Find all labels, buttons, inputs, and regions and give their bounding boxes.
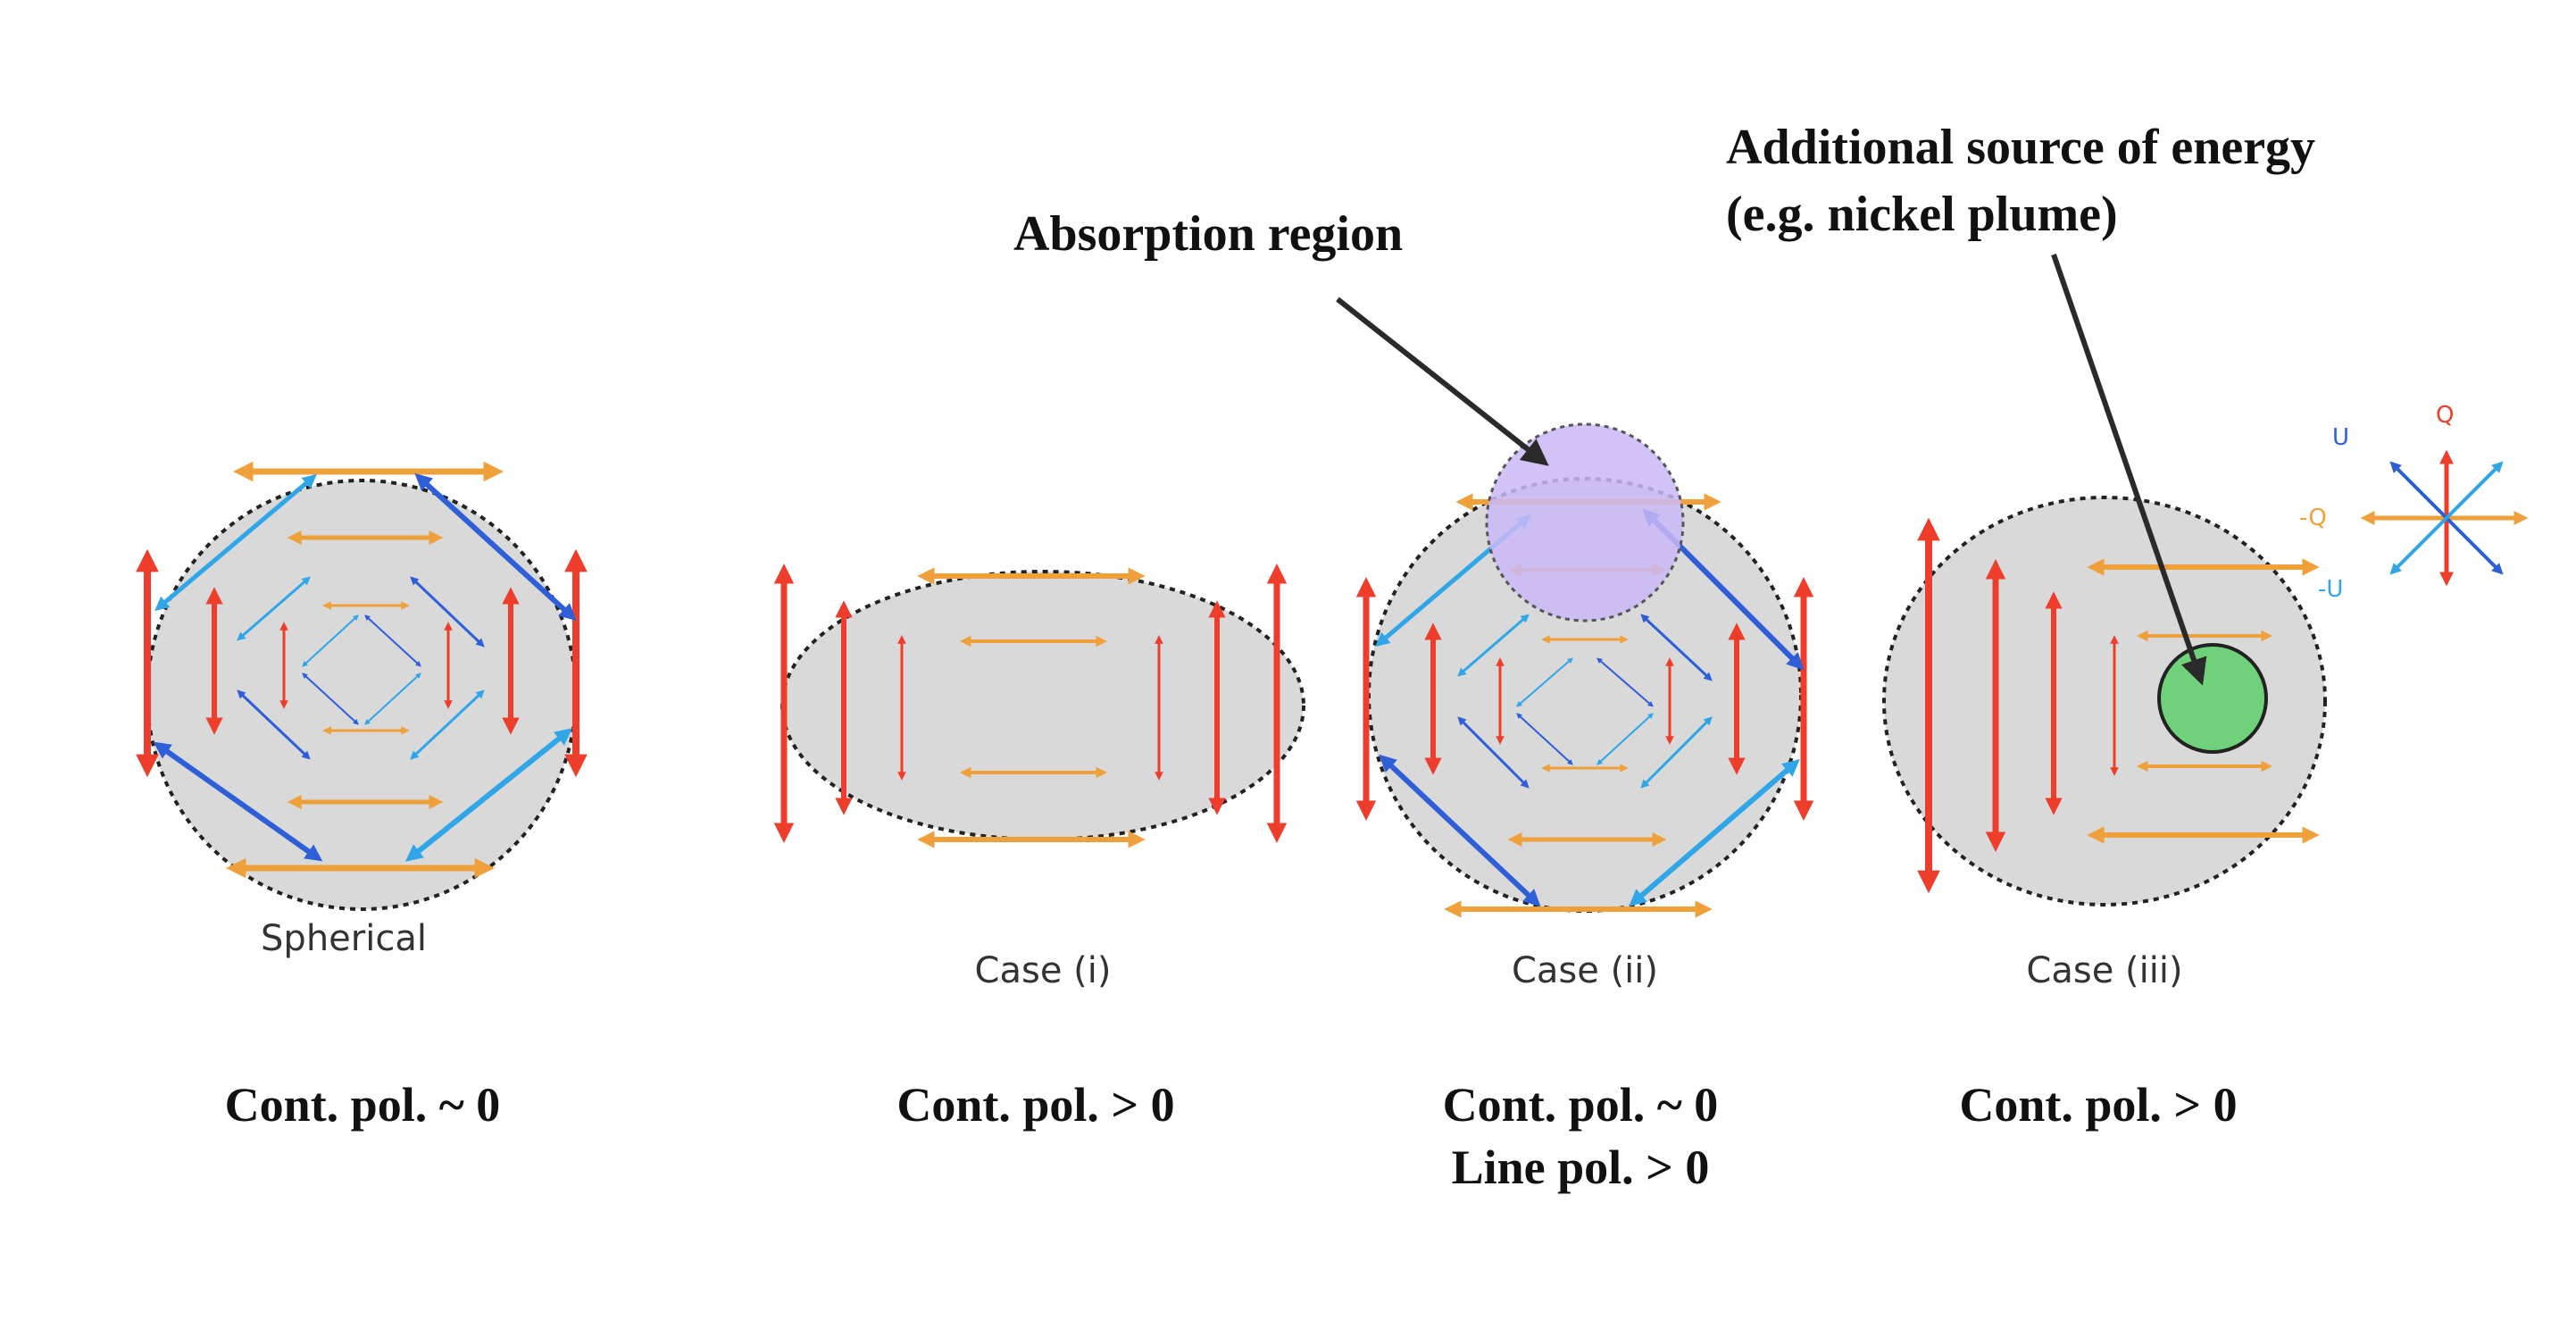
polarization-vector (1379, 754, 1541, 907)
polarization-vector (1640, 614, 1713, 681)
result-case-i: Cont. pol. > 0 (896, 1078, 1174, 1132)
nickel-plume (2157, 643, 2268, 754)
result-case-ii-line: Line pol. > 0 (1452, 1140, 1710, 1194)
result-case-iii: Cont. pol. > 0 (1959, 1078, 2237, 1132)
caption-case-i: Case (i) (975, 950, 1112, 991)
polarization-vector (1629, 758, 1800, 907)
polarization-arrows (136, 461, 2320, 918)
polarization-vector (410, 689, 485, 760)
result-spherical: Cont. pol. ~ 0 (225, 1078, 501, 1132)
legend-q-plus: Q (2436, 402, 2454, 429)
polarization-vector (1457, 614, 1530, 677)
polarization-vector (237, 689, 311, 760)
energy-label-line1: Additional source of energy (1726, 120, 2315, 175)
polarization-vector (1516, 713, 1573, 765)
polarization-vector (1596, 657, 1654, 707)
absorption-region (1485, 422, 1685, 622)
legend-q-minus: -Q (2299, 505, 2327, 531)
stokes-legend: Q -Q U -U (2299, 402, 2529, 603)
polarization-vector (1640, 716, 1713, 789)
absorption-pointer-arrow (1336, 297, 1549, 466)
polarization-vector (1596, 713, 1654, 765)
polarization-vector (1516, 657, 1573, 707)
caption-case-ii: Case (ii) (1512, 950, 1658, 991)
polarization-vector (364, 673, 421, 725)
polarization-vector (154, 473, 317, 612)
polarization-vector (410, 576, 485, 647)
legend-u-minus: -U (2318, 576, 2343, 603)
polarization-vector (414, 472, 577, 622)
polarization-vector (1457, 716, 1530, 789)
absorption-label: Absorption region (1013, 206, 1403, 262)
result-case-ii-cont: Cont. pol. ~ 0 (1443, 1078, 1719, 1132)
case-i-ejecta (780, 570, 1305, 841)
energy-pointer-arrow (2051, 254, 2207, 686)
caption-spherical: Spherical (261, 918, 427, 959)
polarization-vector (237, 576, 311, 641)
caption-case-iii: Case (iii) (2026, 950, 2182, 991)
energy-label-line2: (e.g. nickel plume) (1726, 187, 2118, 242)
polarization-vector (302, 614, 359, 667)
legend-u-plus: U (2332, 424, 2349, 451)
polarization-vector (405, 728, 572, 862)
polarization-vector (153, 741, 323, 862)
polarization-vector (302, 673, 359, 725)
polarization-vector (364, 614, 421, 667)
